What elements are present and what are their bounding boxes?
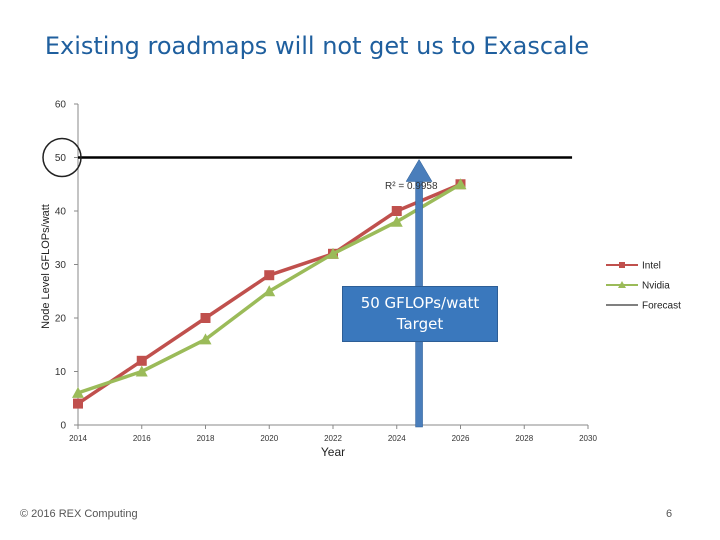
x-tick-label: 2030 <box>579 434 597 443</box>
y-tick-label: 30 <box>55 260 67 271</box>
y-axis-label: Node Level GFLOPs/watt <box>40 204 52 329</box>
x-tick-label: 2018 <box>197 434 215 443</box>
x-axis-label: Year <box>321 445 345 459</box>
legend-label-intel: Intel <box>642 261 661 272</box>
nvidia-point <box>390 215 403 227</box>
copyright-text: © 2016 REX Computing <box>20 508 138 520</box>
y-tick-label: 10 <box>55 367 67 378</box>
nvidia-point <box>199 333 212 345</box>
target-arrow-head <box>405 159 433 182</box>
nvidia-point <box>72 386 84 398</box>
x-tick-label: 2024 <box>388 434 406 443</box>
x-tick-label: 2026 <box>452 434 470 443</box>
callout-line-2: Target <box>396 315 444 333</box>
target-circle-marker <box>42 137 82 178</box>
y-tick-label: 0 <box>60 421 66 432</box>
intel-point <box>136 355 147 366</box>
y-tick-label: 50 <box>55 153 67 164</box>
intel-point <box>200 313 211 323</box>
legend-marker-intel <box>619 262 625 268</box>
y-tick-label: 40 <box>55 207 67 218</box>
nvidia-point <box>327 247 339 259</box>
x-tick-label: 2014 <box>69 434 87 443</box>
slide-title: Existing roadmaps will not get us to Exa… <box>44 32 590 60</box>
intel-point <box>73 398 83 409</box>
y-tick-label: 60 <box>55 100 67 111</box>
r-squared-label: R² = 0.9958 <box>385 181 438 192</box>
page-number: 6 <box>666 508 673 520</box>
x-tick-label: 2028 <box>515 434 533 443</box>
legend-label-forecast: Forecast <box>642 301 681 312</box>
intel-point <box>391 206 402 216</box>
x-tick-label: 2022 <box>324 434 342 443</box>
x-tick-label: 2016 <box>133 434 151 443</box>
callout-line-1: 50 GFLOPs/watt <box>360 294 480 312</box>
nvidia-point <box>454 178 467 190</box>
nvidia-point <box>135 365 148 377</box>
intel-point <box>264 270 275 281</box>
y-tick-label: 20 <box>55 314 67 325</box>
x-tick-label: 2020 <box>260 434 278 443</box>
nvidia-point <box>263 285 276 297</box>
legend-marker-nvidia <box>618 281 626 288</box>
target-callout: 50 GFLOPs/watt Target <box>342 286 498 342</box>
legend-label-nvidia: Nvidia <box>642 281 670 292</box>
